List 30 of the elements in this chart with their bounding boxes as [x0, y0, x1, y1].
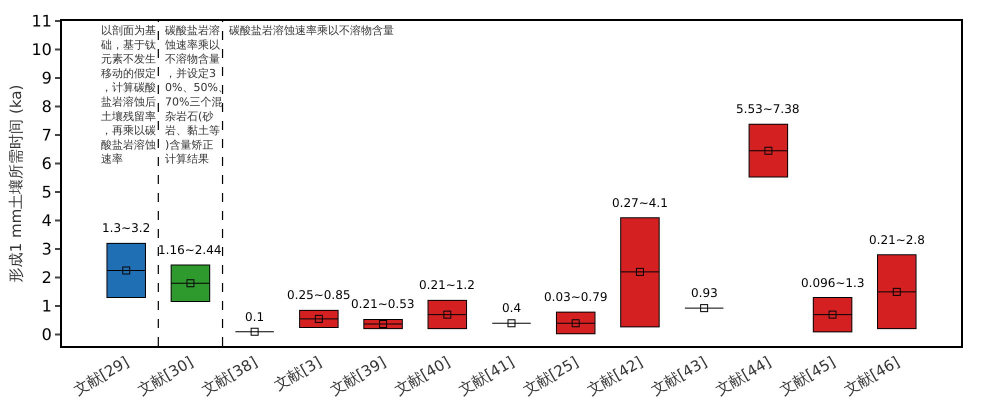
y-tick-label: 9 [42, 68, 52, 88]
annotation: 0.27~4.1 [612, 196, 668, 210]
text: 碳酸盐岩溶蚀速率乘以不溶物含量，并设定30%、50%、70%三个混杂岩石(砂岩、黏土等)含量矫正计算结果 [165, 24, 229, 166]
annotation: 0.096~1.3 [801, 276, 864, 290]
annotation: 0.21~0.53 [351, 297, 414, 311]
annotation: 0.21~1.2 [419, 278, 475, 292]
annotation: 1.3~3.2 [102, 221, 150, 235]
annotation: 碳酸盐岩溶蚀速率乘以不溶物含量 [228, 24, 394, 37]
y-tick-label: 8 [42, 97, 52, 116]
annotation: 0.93 [691, 286, 718, 300]
annotation: 0.4 [502, 301, 522, 315]
y-tick-label: 10 [31, 40, 52, 60]
y-tick-label: 5 [42, 182, 52, 202]
y-tick-label: 4 [42, 211, 52, 230]
y-tick-label: 1 [42, 296, 52, 316]
y-tick-label: 2 [42, 268, 52, 288]
text: 以剖面为基础，基于钛元素不发生移动的假定，计算碳酸盐岩溶蚀后土壤残留率，再乘以碳酸盐岩溶蚀速率 [101, 24, 156, 166]
annotation: 0.03~0.79 [544, 290, 608, 304]
annotation: 0.25~0.85 [287, 288, 350, 302]
annotation: 0.1 [245, 310, 264, 324]
y-axis-title: 形成1 mm土壤所需时间 (ka) [7, 84, 26, 282]
x-tick-label: 文献[3] [271, 352, 325, 394]
annotation: 1.16~2.44 [158, 243, 222, 257]
y-tick-label: 0 [42, 325, 52, 344]
y-tick-label: 11 [31, 12, 52, 31]
y-tick-label: 6 [42, 154, 52, 174]
y-tick-label: 7 [42, 126, 52, 145]
annotation: 0.21~2.8 [869, 233, 925, 247]
annotation: 5.53~7.38 [736, 102, 800, 116]
y-tick-label: 3 [42, 240, 52, 259]
